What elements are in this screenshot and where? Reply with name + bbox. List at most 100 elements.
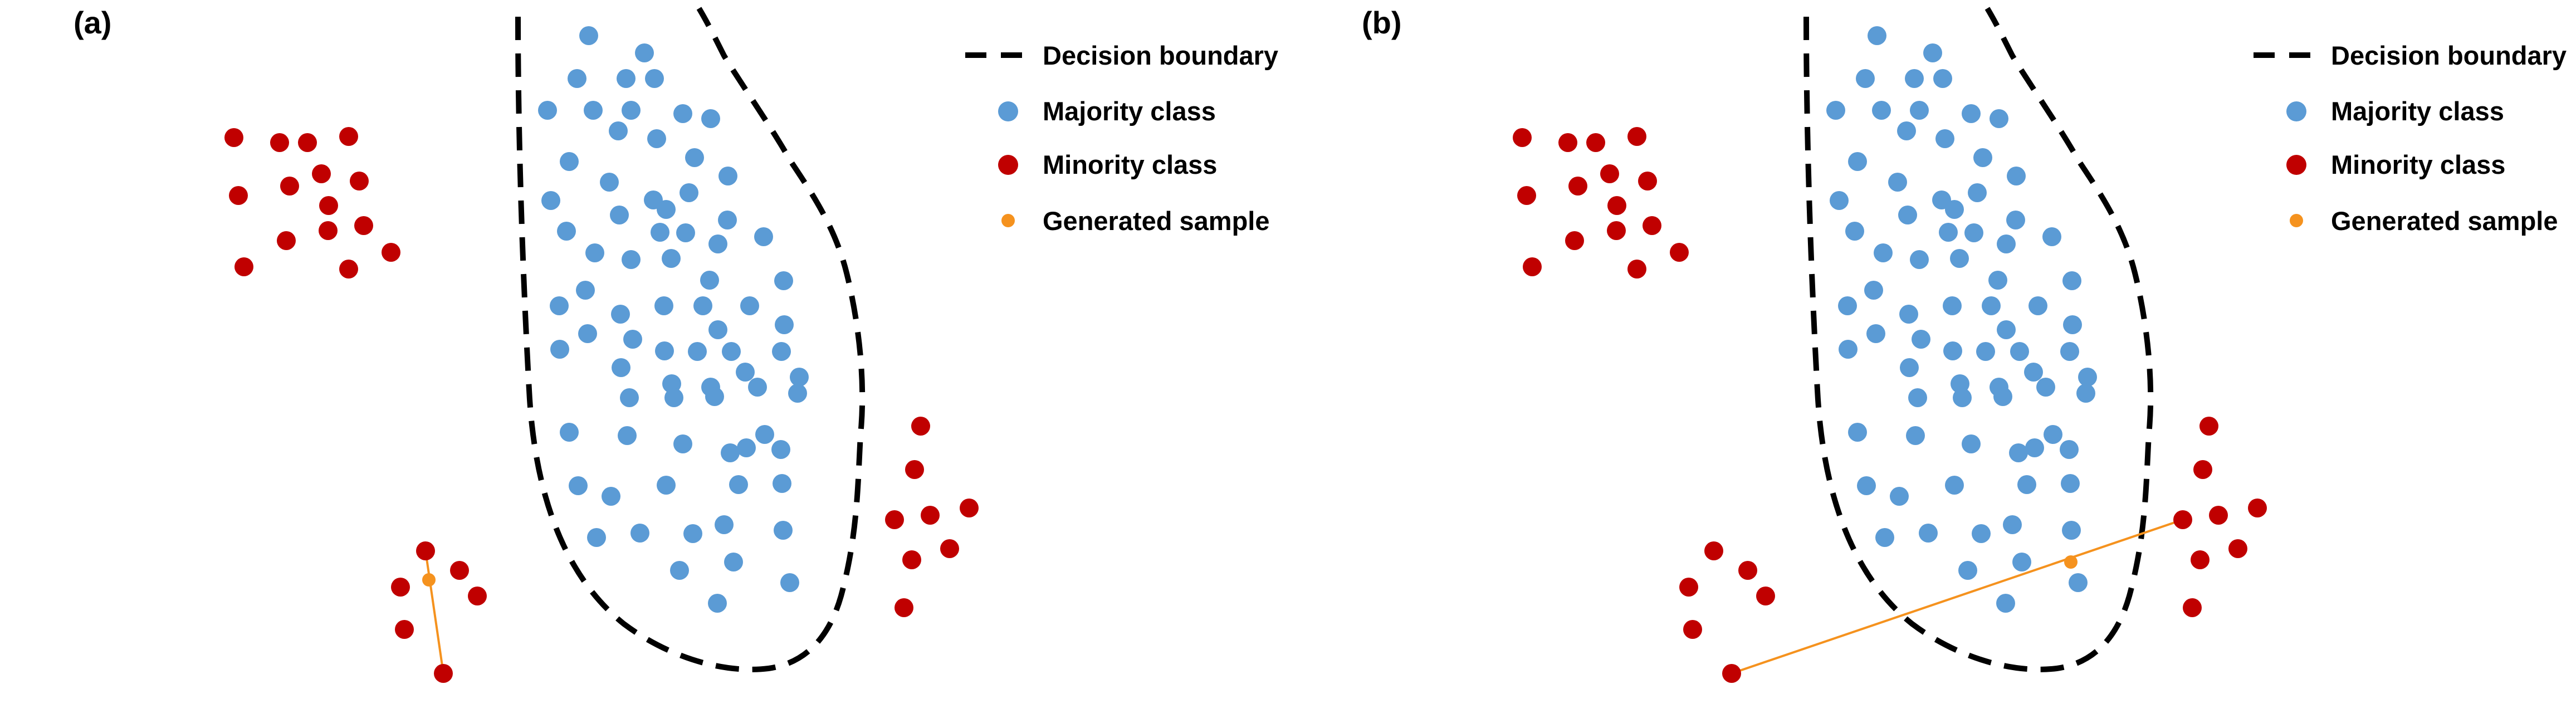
majority-point bbox=[2063, 315, 2082, 334]
majority-point bbox=[700, 271, 719, 290]
minority-point bbox=[911, 417, 930, 436]
majority-point bbox=[1958, 561, 1977, 580]
majority-point bbox=[1845, 222, 1864, 241]
minority-point bbox=[234, 257, 253, 276]
majority-point bbox=[705, 387, 724, 406]
majority-points bbox=[538, 26, 809, 613]
majority-point bbox=[1939, 223, 1958, 242]
majority-point bbox=[718, 211, 737, 229]
interpolation-line bbox=[1731, 519, 2183, 675]
majority-point bbox=[1997, 320, 2016, 339]
majority-point bbox=[708, 235, 727, 253]
majority-point bbox=[708, 594, 727, 613]
minority-point bbox=[905, 460, 924, 479]
minority-point bbox=[2248, 499, 2267, 517]
majority-point bbox=[736, 363, 755, 382]
majority-point bbox=[715, 515, 734, 534]
panel-a: (a) Decision boundary Majority class Min… bbox=[74, 5, 1278, 683]
majority-point bbox=[673, 104, 692, 123]
majority-point bbox=[740, 296, 759, 315]
majority-point bbox=[1945, 476, 1964, 495]
minority-point bbox=[1704, 541, 1723, 560]
legend-generated-swatch bbox=[2290, 214, 2303, 227]
minority-point bbox=[1565, 231, 1584, 250]
minority-point bbox=[1627, 127, 1646, 146]
majority-point bbox=[780, 573, 799, 592]
majority-point bbox=[2044, 425, 2062, 444]
majority-point bbox=[1950, 249, 1969, 268]
minority-point bbox=[1738, 561, 1757, 580]
interpolation-lines bbox=[1731, 519, 2183, 675]
majority-point bbox=[790, 368, 809, 387]
majority-point bbox=[550, 296, 569, 315]
minority-point bbox=[312, 164, 331, 183]
legend-minority-label: Minority class bbox=[1043, 150, 1217, 179]
minority-point bbox=[298, 133, 317, 152]
majority-point bbox=[1943, 341, 1962, 360]
majority-point bbox=[680, 183, 698, 202]
minority-point bbox=[391, 578, 410, 597]
minority-point bbox=[280, 177, 299, 196]
majority-point bbox=[2017, 475, 2036, 494]
minority-point bbox=[1638, 172, 1657, 190]
majority-point bbox=[693, 296, 712, 315]
majority-point bbox=[585, 243, 604, 262]
majority-point bbox=[617, 69, 636, 88]
majority-point bbox=[1838, 296, 1857, 315]
majority-point bbox=[1866, 324, 1885, 343]
majority-point bbox=[1875, 528, 1894, 547]
majority-point bbox=[1962, 434, 1981, 453]
majority-point bbox=[587, 528, 606, 547]
majority-point bbox=[1943, 296, 1962, 315]
majority-point bbox=[1906, 426, 1925, 445]
majority-point bbox=[1890, 487, 1909, 506]
generated-points bbox=[422, 573, 436, 587]
majority-point bbox=[2028, 296, 2047, 315]
majority-point bbox=[1919, 524, 1938, 543]
majority-point bbox=[664, 388, 683, 407]
legend-minority-swatch bbox=[998, 155, 1018, 175]
majority-point bbox=[584, 101, 603, 120]
majority-point bbox=[560, 423, 579, 442]
minority-point bbox=[319, 221, 338, 240]
interpolation-lines bbox=[424, 550, 444, 674]
majority-point bbox=[612, 358, 630, 377]
generated-points bbox=[2064, 555, 2078, 569]
majority-point bbox=[560, 152, 579, 171]
minority-point bbox=[416, 541, 435, 560]
majority-point bbox=[578, 324, 597, 343]
minority-point bbox=[1607, 221, 1626, 240]
majority-point bbox=[662, 249, 681, 268]
majority-point bbox=[1990, 109, 2008, 128]
majority-point bbox=[622, 101, 641, 120]
majority-point bbox=[755, 425, 774, 444]
majority-point bbox=[1910, 101, 1929, 120]
majority-point bbox=[657, 476, 676, 495]
majority-point bbox=[1905, 69, 1924, 88]
legend-boundary-label: Decision boundary bbox=[1043, 41, 1278, 70]
majority-point bbox=[1839, 340, 1858, 359]
majority-point bbox=[647, 129, 666, 148]
minority-point bbox=[1558, 133, 1577, 152]
legend-generated-label: Generated sample bbox=[1043, 206, 1270, 236]
panel-b: (b) Decision boundary Majority class Min… bbox=[1362, 5, 2567, 683]
majority-point bbox=[2060, 440, 2079, 459]
generated-point bbox=[2064, 555, 2078, 569]
majority-point bbox=[2012, 553, 2031, 571]
majority-point bbox=[611, 305, 630, 324]
minority-point bbox=[894, 598, 913, 617]
minority-point bbox=[1607, 196, 1626, 215]
majority-point bbox=[1857, 476, 1876, 495]
majority-point bbox=[657, 200, 676, 219]
majority-point bbox=[1988, 271, 2007, 290]
majority-point bbox=[772, 342, 791, 361]
majority-point bbox=[1864, 281, 1883, 300]
majority-point bbox=[2010, 342, 2029, 361]
majority-point bbox=[550, 340, 569, 359]
majority-point bbox=[618, 426, 637, 445]
minority-point bbox=[350, 172, 369, 190]
majority-point bbox=[2025, 438, 2044, 457]
majority-point bbox=[630, 524, 649, 543]
majority-point bbox=[1910, 250, 1929, 269]
majority-point bbox=[1856, 69, 1875, 88]
